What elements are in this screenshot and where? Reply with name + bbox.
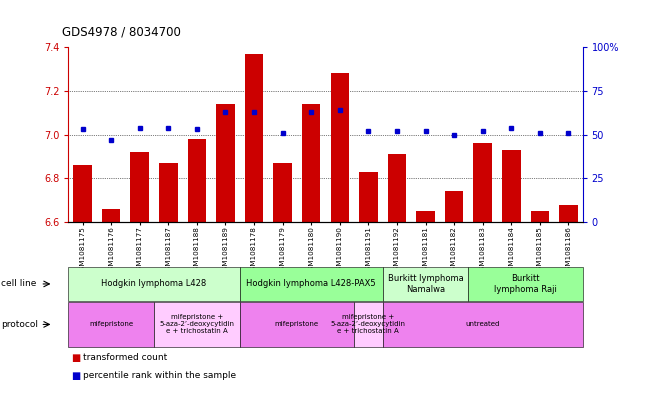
Bar (387, 154, 406, 222)
Bar (359, 172, 378, 222)
Text: mifepristone: mifepristone (275, 321, 319, 327)
Text: protocol: protocol (1, 320, 38, 329)
Text: Burkitt
lymphoma Raji: Burkitt lymphoma Raji (494, 274, 557, 294)
Bar (302, 104, 320, 222)
Text: percentile rank within the sample: percentile rank within the sample (83, 371, 236, 380)
Text: ■: ■ (72, 371, 81, 380)
Bar (559, 205, 577, 222)
Bar (159, 163, 178, 222)
Text: Hodgkin lymphoma L428: Hodgkin lymphoma L428 (102, 279, 207, 288)
Bar (102, 209, 120, 222)
Bar (74, 165, 92, 222)
Bar (273, 163, 292, 222)
Bar (502, 150, 521, 222)
Bar (445, 191, 464, 222)
Text: mifepristone: mifepristone (89, 321, 133, 327)
Text: Hodgkin lymphoma L428-PAX5: Hodgkin lymphoma L428-PAX5 (246, 279, 376, 288)
Text: mifepristone +
5-aza-2’-deoxycytidin
e + trichostatin A: mifepristone + 5-aza-2’-deoxycytidin e +… (331, 314, 406, 334)
Text: ■: ■ (72, 353, 81, 363)
Bar (216, 104, 235, 222)
Bar (416, 211, 435, 222)
Text: GDS4978 / 8034700: GDS4978 / 8034700 (62, 26, 181, 39)
Bar (473, 143, 492, 222)
Text: Burkitt lymphoma
Namalwa: Burkitt lymphoma Namalwa (387, 274, 464, 294)
Bar (531, 211, 549, 222)
Bar (130, 152, 149, 222)
Text: mifepristone +
5-aza-2’-deoxycytidin
e + trichostatin A: mifepristone + 5-aza-2’-deoxycytidin e +… (159, 314, 234, 334)
Bar (187, 139, 206, 222)
Bar (245, 54, 264, 222)
Text: untreated: untreated (465, 321, 500, 327)
Text: cell line: cell line (1, 279, 36, 288)
Bar (331, 73, 349, 222)
Text: transformed count: transformed count (83, 353, 167, 362)
